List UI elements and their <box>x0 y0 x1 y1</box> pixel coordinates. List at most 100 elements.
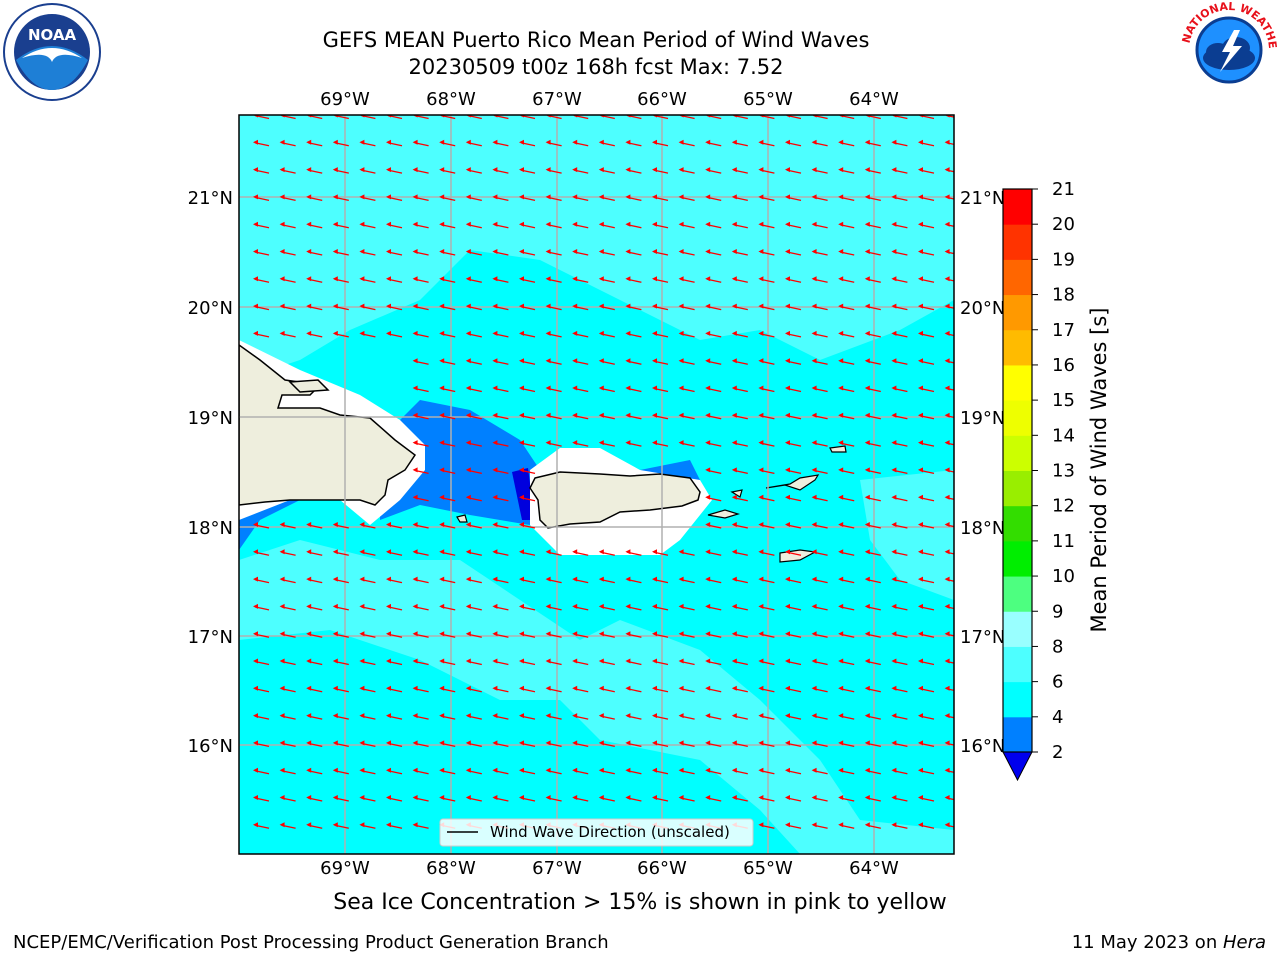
wind-arrow <box>811 658 828 666</box>
wind-arrow <box>412 385 429 393</box>
wind-arrow <box>465 139 482 147</box>
wind-arrow <box>412 522 429 529</box>
wind-arrow <box>705 603 722 611</box>
wind-arrow <box>359 713 376 720</box>
wind-arrow <box>918 795 935 802</box>
wind-arrow <box>519 385 536 393</box>
wind-arrow <box>359 330 376 338</box>
wind-arrow <box>785 549 802 556</box>
wind-arrow <box>811 194 828 202</box>
wind-arrow <box>785 440 802 447</box>
wind-arrow <box>386 658 403 666</box>
wind-arrow <box>572 685 589 693</box>
wind-arrow <box>891 631 908 638</box>
wind-arrow <box>306 221 323 229</box>
wind-arrow <box>652 249 669 256</box>
wind-arrow <box>572 249 589 256</box>
wind-arrow <box>758 221 775 229</box>
wind-arrow <box>306 249 323 256</box>
wind-arrow <box>519 658 536 666</box>
wind-arrow <box>758 358 775 365</box>
wind-arrow <box>652 576 669 584</box>
wind-arrow <box>758 139 775 147</box>
wind-arrow <box>492 440 509 447</box>
wind-arrow <box>359 576 376 584</box>
wind-arrow <box>279 576 296 584</box>
wind-arrow <box>279 713 296 720</box>
wind-arrow <box>386 549 403 556</box>
wind-arrow <box>545 795 562 802</box>
wind-arrow <box>253 822 270 829</box>
wind-arrow <box>864 603 881 611</box>
wind-arrow <box>545 440 562 447</box>
wind-arrow <box>412 194 429 202</box>
noaa-logo: NOAA <box>2 2 102 106</box>
wind-arrow <box>519 713 536 720</box>
wind-arrow <box>785 795 802 802</box>
wind-arrow <box>758 303 775 311</box>
wind-arrow <box>625 603 642 611</box>
wind-arrow <box>838 139 855 147</box>
lon-label-bottom: 64°W <box>849 858 899 879</box>
wind-arrow <box>758 194 775 202</box>
colorbar-segment <box>1003 576 1032 612</box>
wind-arrow <box>864 249 881 256</box>
wind-arrow <box>864 440 881 447</box>
wind-arrow <box>705 221 722 229</box>
wind-arrow <box>306 822 323 829</box>
wind-arrow <box>572 658 589 666</box>
wind-arrow <box>519 276 536 283</box>
wind-arrow <box>731 276 748 283</box>
wind-arrow <box>918 685 935 693</box>
wind-arrow <box>652 358 669 365</box>
land-culebra <box>730 489 743 498</box>
sea-ice-note: Sea Ice Concentration > 15% is shown in … <box>333 890 947 915</box>
wind-arrow <box>465 522 482 529</box>
wind-arrow <box>492 194 509 202</box>
wind-arrow <box>918 358 935 365</box>
wind-arrow <box>625 358 642 365</box>
wind-arrow <box>811 549 828 556</box>
wind-arrow <box>785 358 802 365</box>
wind-arrow <box>332 822 349 829</box>
wind-arrow <box>864 139 881 147</box>
wind-arrow <box>758 494 775 502</box>
wind-arrow <box>545 603 562 611</box>
wind-arrow <box>625 194 642 202</box>
lat-label-right: 21°N <box>960 188 1005 209</box>
wind-arrow <box>412 330 429 338</box>
wind-arrow <box>864 549 881 556</box>
wind-arrow <box>678 658 695 666</box>
wind-arrow <box>492 385 509 393</box>
wind-arrow <box>572 194 589 202</box>
wind-arrow <box>545 303 562 311</box>
wind-arrow <box>386 330 403 338</box>
wind-arrow <box>279 685 296 693</box>
wind-arrow <box>625 276 642 283</box>
wind-arrow <box>439 440 456 447</box>
wind-arrow <box>386 522 403 529</box>
land-anegada <box>829 445 847 453</box>
wind-arrow <box>785 139 802 147</box>
wind-arrow <box>519 167 536 174</box>
wind-arrow <box>785 249 802 256</box>
wind-arrow <box>439 713 456 720</box>
wind-arrow <box>731 740 748 748</box>
wind-arrow <box>731 767 748 775</box>
wind-arrow <box>838 494 855 502</box>
land-puerto-rico <box>529 471 701 529</box>
colorbar-tick-label: 8 <box>1052 636 1063 657</box>
wind-arrow <box>891 822 908 829</box>
wind-arrow <box>412 303 429 311</box>
wind-arrow <box>465 330 482 338</box>
wind-arrow <box>652 685 669 693</box>
wind-arrow <box>545 412 562 420</box>
wind-arrow <box>386 303 403 311</box>
wind-arrow <box>811 249 828 256</box>
wind-arrow <box>465 358 482 365</box>
wind-arrow <box>332 576 349 584</box>
ocean-contour-mid-east <box>860 470 954 600</box>
wind-arrow <box>386 221 403 229</box>
wind-arrow <box>412 603 429 611</box>
colorbar-segment <box>1003 224 1032 260</box>
